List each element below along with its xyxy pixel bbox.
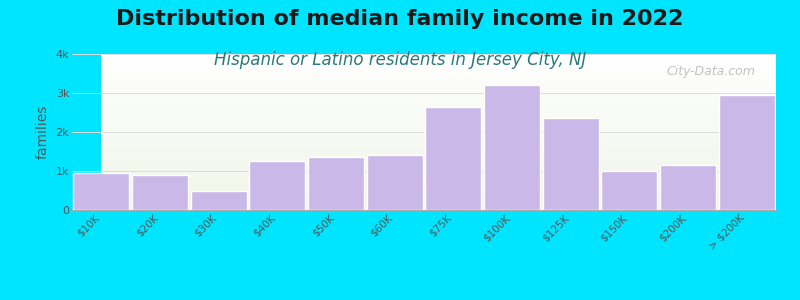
Text: Hispanic or Latino residents in Jersey City, NJ: Hispanic or Latino residents in Jersey C… [214,51,586,69]
Bar [484,85,540,210]
Text: City-Data.com: City-Data.com [666,65,755,78]
Bar [132,175,188,210]
Y-axis label: families: families [36,105,50,159]
Text: Distribution of median family income in 2022: Distribution of median family income in … [116,9,684,29]
Bar [250,161,305,210]
Bar [719,95,774,210]
Bar [602,171,658,210]
Bar [426,106,482,210]
Bar [190,191,246,210]
Bar [308,157,364,210]
Bar [366,155,422,210]
Bar [543,118,598,210]
Bar [74,173,129,210]
Bar [660,165,716,210]
